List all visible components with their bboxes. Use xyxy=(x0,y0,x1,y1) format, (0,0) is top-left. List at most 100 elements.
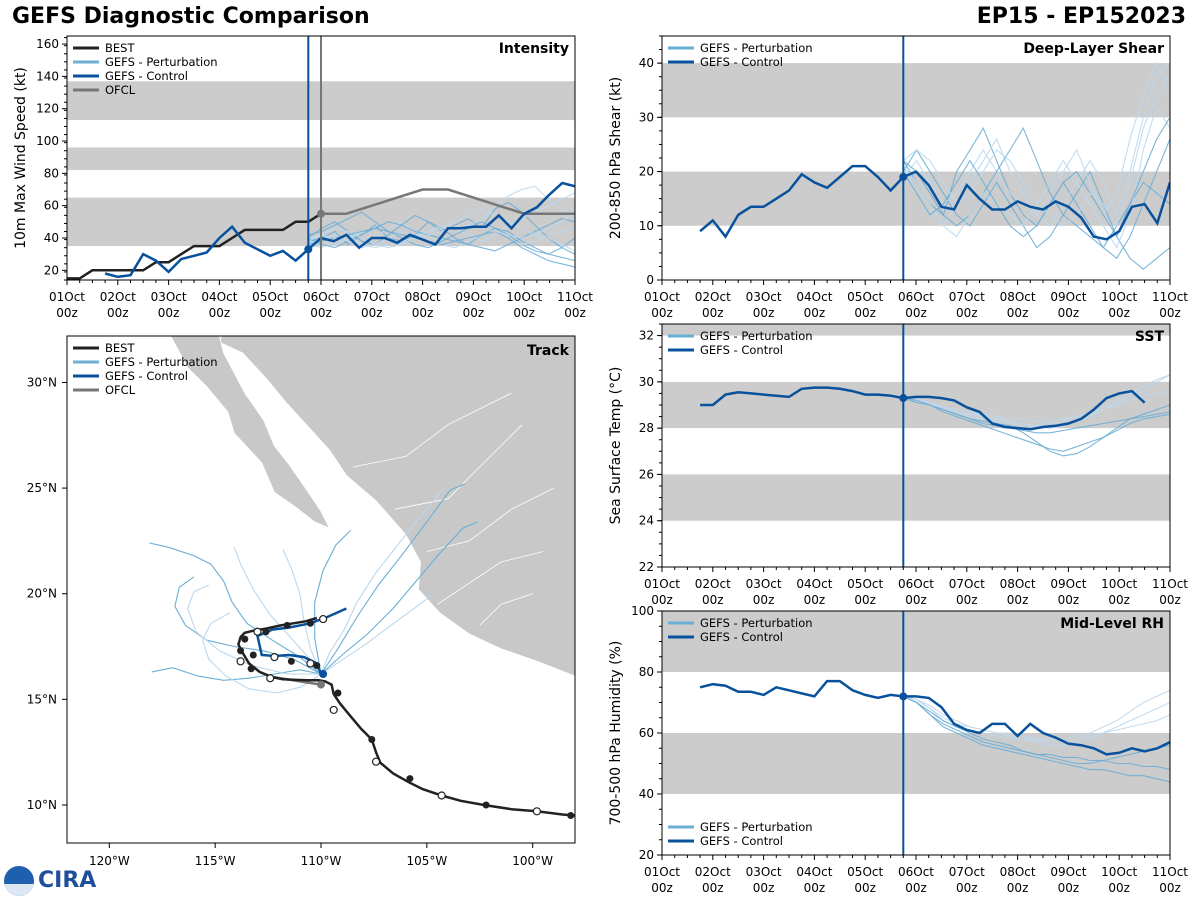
sst-perturbation-line-4 xyxy=(903,397,1170,452)
sst-xtick-hour-label: 00z xyxy=(905,593,927,607)
rh-xtick-hour-label: 00z xyxy=(905,881,927,895)
intensity-perturbation-line-8 xyxy=(308,227,575,268)
track-legend-label: BEST xyxy=(105,341,135,355)
sst-ytick-label: 24 xyxy=(639,514,654,528)
sst-xtick-label: 05Oct xyxy=(847,577,883,591)
intensity-xtick-hour-label: 00z xyxy=(513,306,535,320)
state-border-3 xyxy=(395,424,523,510)
shear-xtick-hour-label: 00z xyxy=(702,306,724,320)
intensity-xtick-hour-label: 00z xyxy=(310,306,332,320)
track-best-marker-closed xyxy=(247,665,255,673)
shear-panel: 0 10 20 30 40 01Oct 00z 02Oct 00z 03Oct 00z 04Oct 00… xyxy=(608,35,1188,320)
intensity-xtick-hour-label: 00z xyxy=(107,306,129,320)
shear-xtick-label: 06Oct xyxy=(898,290,934,304)
shear-xtick-label: 02Oct xyxy=(695,290,731,304)
sst-xtick-label: 04Oct xyxy=(796,577,832,591)
sst-ylabel: Sea Surface Temp (°C) xyxy=(608,367,624,525)
track-best-marker-closed xyxy=(237,647,245,655)
shear-ytick-label: 40 xyxy=(639,56,654,70)
track-best-marker-open xyxy=(329,705,338,715)
intensity-panel: 20 40 60 80 100 120 140 160 01Oct 00z 02Oct 00z 03Oc… xyxy=(13,35,593,320)
rh-xtick-label: 09Oct xyxy=(1050,865,1086,879)
shear-xtick-label: 08Oct xyxy=(1000,290,1036,304)
sst-xtick-hour-label: 00z xyxy=(1108,593,1130,607)
rh-perturbation-line-4 xyxy=(903,695,1170,771)
track-legend-label: OFCL xyxy=(105,383,136,397)
track-plot-area xyxy=(149,336,575,820)
intensity-best-line xyxy=(67,212,322,280)
track-best-marker-closed xyxy=(368,735,376,743)
intensity-xtick-label: 09Oct xyxy=(455,290,491,304)
track-perturbation-line-5 xyxy=(201,612,322,694)
track-perturbation-line-3 xyxy=(233,547,322,675)
shear-xtick-hour-label: 00z xyxy=(905,306,927,320)
rh-ytick-label: 80 xyxy=(639,665,654,679)
track-best-marker-open xyxy=(236,657,245,666)
track-best-marker-closed xyxy=(262,628,270,636)
track-legend-label: GEFS - Perturbation xyxy=(105,355,218,369)
intensity-perturbation-line-4 xyxy=(308,211,575,255)
intensity-legend-label: GEFS - Perturbation xyxy=(105,55,218,69)
track-best-marker-closed xyxy=(313,662,321,670)
rh-xtick-hour-label: 00z xyxy=(1058,881,1080,895)
intensity-xtick-label: 01Oct xyxy=(49,290,85,304)
rh-perturbation-line-5 xyxy=(903,689,1170,740)
sst-title: SST xyxy=(1135,329,1165,345)
rh-xtick-hour-label: 00z xyxy=(651,881,673,895)
track-perturbation-line-0 xyxy=(149,542,322,675)
track-best-marker-open xyxy=(437,791,446,800)
rh-title: Mid-Level RH xyxy=(1060,616,1164,632)
rh-control-line xyxy=(699,679,1170,756)
state-border-1 xyxy=(437,551,544,605)
rh-plot-area xyxy=(662,611,1170,794)
sst-xtick-hour-label: 00z xyxy=(753,593,775,607)
rh-ylabel: 700-500 hPa Humidity (%) xyxy=(608,641,624,826)
rh-panel: 20 40 60 80 100 01Oct 00z 02Oct 00z 03Oct 00z 04Oct… xyxy=(608,604,1188,895)
shear-title: Deep-Layer Shear xyxy=(1023,41,1164,57)
noaa-logo-icon xyxy=(4,866,34,896)
intensity-xtick-label: 05Oct xyxy=(252,290,288,304)
track-ofcl-init-marker xyxy=(317,680,325,689)
intensity-xtick-label: 08Oct xyxy=(405,290,441,304)
intensity-xtick-hour-label: 00z xyxy=(259,306,281,320)
intensity-xtick-label: 04Oct xyxy=(201,290,237,304)
track-perturbation-line-9 xyxy=(320,595,432,675)
shear-xtick-hour-label: 00z xyxy=(651,306,673,320)
rh-xtick-hour-label: 00z xyxy=(1108,881,1130,895)
sst-frame xyxy=(661,323,1171,568)
track-best-marker-closed xyxy=(406,775,414,783)
intensity-ytick-label: 60 xyxy=(44,199,59,213)
shear-legend-label: GEFS - Perturbation xyxy=(700,41,813,55)
shear-perturbation-line-6 xyxy=(902,117,1170,238)
rh-band-0 xyxy=(662,733,1170,794)
shear-ytick-label: 30 xyxy=(639,110,654,124)
track-best-marker-closed xyxy=(287,657,295,665)
sst-xtick-hour-label: 00z xyxy=(804,593,826,607)
sst-perturbation-line-3 xyxy=(903,390,1170,422)
page-title: GEFS Diagnostic Comparison xyxy=(12,4,370,29)
intensity-ytick-label: 120 xyxy=(36,102,59,116)
sst-xtick-label: 02Oct xyxy=(695,577,731,591)
rh-perturbation-line-0 xyxy=(903,695,1170,783)
sst-perturbation-line-5 xyxy=(903,374,1170,427)
sst-ytick-label: 22 xyxy=(639,560,654,574)
rh-xtick-hour-label: 00z xyxy=(854,881,876,895)
storm-id: EP15 - EP152023 xyxy=(976,4,1186,29)
shear-control-init-marker xyxy=(899,172,908,181)
track-best-marker-closed xyxy=(567,812,575,820)
state-border-4 xyxy=(479,593,533,626)
track-perturbation-line-7 xyxy=(282,549,322,675)
track-best-marker-open xyxy=(319,614,328,624)
rh-xtick-label: 10Oct xyxy=(1101,865,1137,879)
sst-ytick-label: 32 xyxy=(639,329,654,343)
rh-ytick-label: 40 xyxy=(639,787,654,801)
sst-panel: 22 24 26 28 30 32 01Oct 00z 02Oct 00z 03Oct 00z 04Oc… xyxy=(608,323,1188,607)
rh-ytick-label: 60 xyxy=(639,726,654,740)
sst-xtick-hour-label: 00z xyxy=(1159,593,1181,607)
shear-xtick-hour-label: 00z xyxy=(1007,306,1029,320)
sst-control-init-marker xyxy=(899,394,908,403)
shear-xtick-label: 11Oct xyxy=(1152,290,1188,304)
sst-legend-label: GEFS - Perturbation xyxy=(700,329,813,343)
